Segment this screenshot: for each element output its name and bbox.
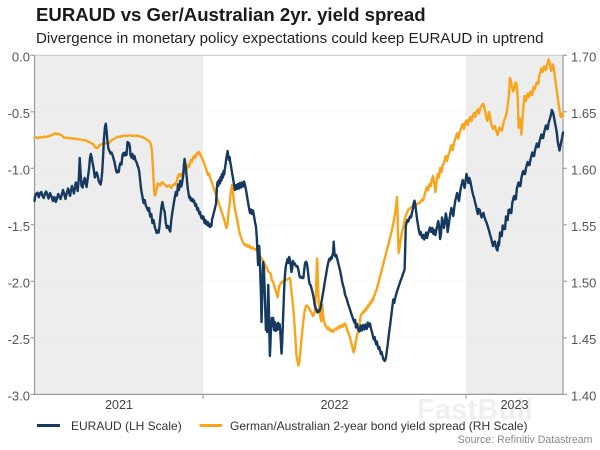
svg-text:EURAUD (LH Scale): EURAUD (LH Scale) (71, 419, 182, 433)
svg-text:1.60: 1.60 (571, 162, 596, 177)
svg-text:-1.5: -1.5 (8, 219, 30, 234)
svg-text:1.40: 1.40 (571, 388, 596, 403)
svg-text:-0.5: -0.5 (8, 106, 30, 121)
svg-text:Source: Refinitiv Datastream: Source: Refinitiv Datastream (458, 434, 593, 446)
svg-text:1.55: 1.55 (571, 219, 596, 234)
svg-text:2023: 2023 (501, 398, 529, 412)
svg-text:1.50: 1.50 (571, 275, 596, 290)
svg-text:0.0: 0.0 (12, 49, 30, 64)
svg-text:German/Australian 2-year bond: German/Australian 2-year bond yield spre… (230, 419, 527, 433)
svg-text:-3.0: -3.0 (8, 388, 30, 403)
svg-text:1.45: 1.45 (571, 332, 596, 347)
svg-text:1.65: 1.65 (571, 106, 596, 121)
svg-text:-2.0: -2.0 (8, 275, 30, 290)
svg-text:1.70: 1.70 (571, 49, 596, 64)
svg-text:FastBull: FastBull (417, 394, 533, 426)
svg-text:-1.0: -1.0 (8, 162, 30, 177)
svg-text:-2.5: -2.5 (8, 332, 30, 347)
svg-text:2021: 2021 (105, 398, 133, 412)
svg-text:2022: 2022 (321, 398, 349, 412)
